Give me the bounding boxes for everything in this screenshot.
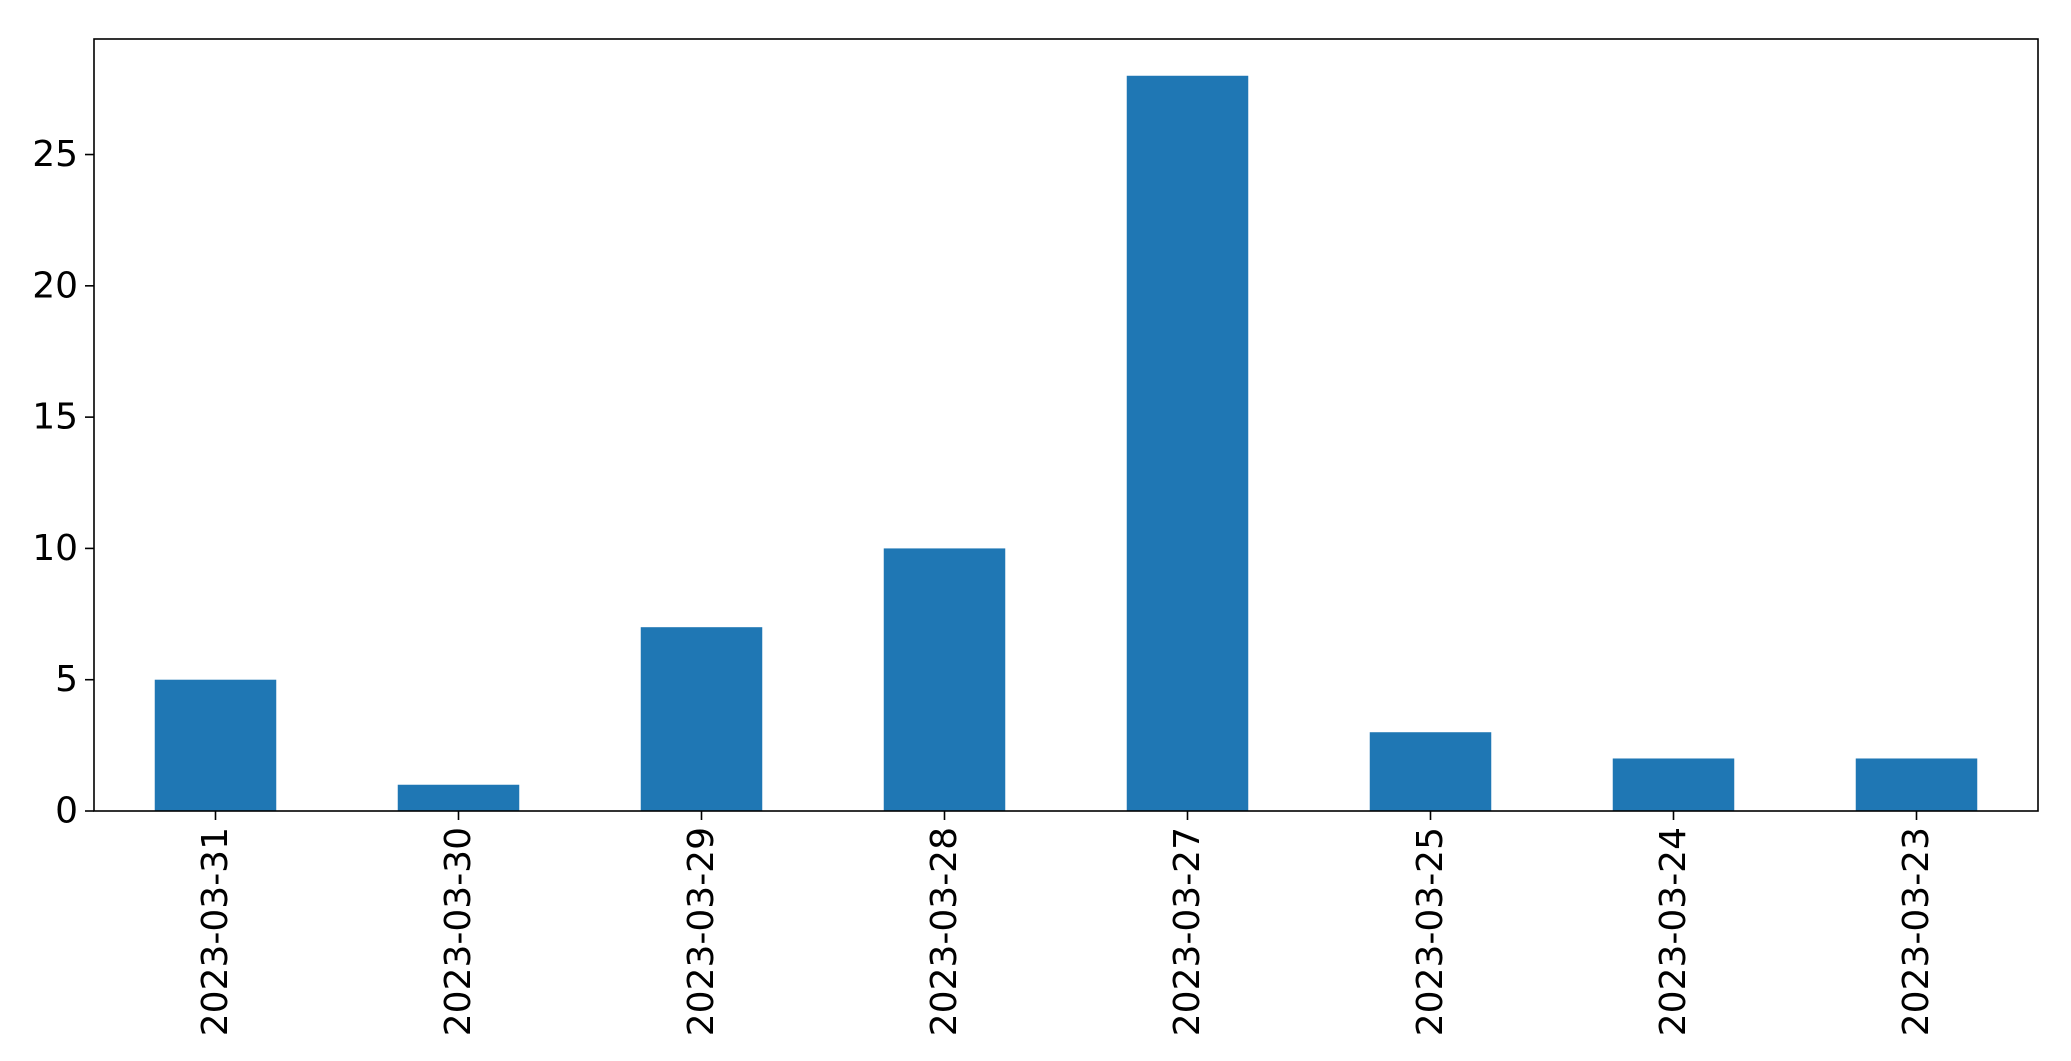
bars-layer [154,75,1978,811]
y-tick-label: 25 [32,134,78,175]
y-tick-label: 5 [55,659,78,700]
bar-2023-03-28 [883,548,1006,811]
x-tick-label: 2023-03-31 [195,827,236,1036]
x-tick-label: 2023-03-30 [438,827,479,1036]
bar-2023-03-29 [640,627,763,811]
x-axis: 2023-03-31 2023-03-30 2023-03-29 2023-03-28… [195,811,1937,1036]
y-tick-label: 0 [55,791,78,832]
x-tick-label: 2023-03-23 [1896,827,1937,1036]
bar-2023-03-23 [1855,758,1978,811]
y-axis: 0 5 10 15 20 25 [32,134,94,832]
y-tick-label: 10 [32,528,78,569]
x-tick-label: 2023-03-25 [1410,827,1451,1036]
x-tick-label: 2023-03-24 [1653,827,1694,1036]
bar-2023-03-27 [1126,75,1249,811]
y-tick-label: 20 [32,265,78,306]
plot-frame [93,38,2039,812]
x-tick-label: 2023-03-28 [924,827,965,1036]
bar-2023-03-31 [154,679,277,811]
bar-2023-03-30 [397,784,520,811]
bar-2023-03-24 [1612,758,1735,811]
y-tick-label: 15 [32,397,78,438]
x-tick-label: 2023-03-29 [681,827,722,1036]
bar-2023-03-25 [1369,732,1492,811]
x-tick-label: 2023-03-27 [1167,827,1208,1036]
